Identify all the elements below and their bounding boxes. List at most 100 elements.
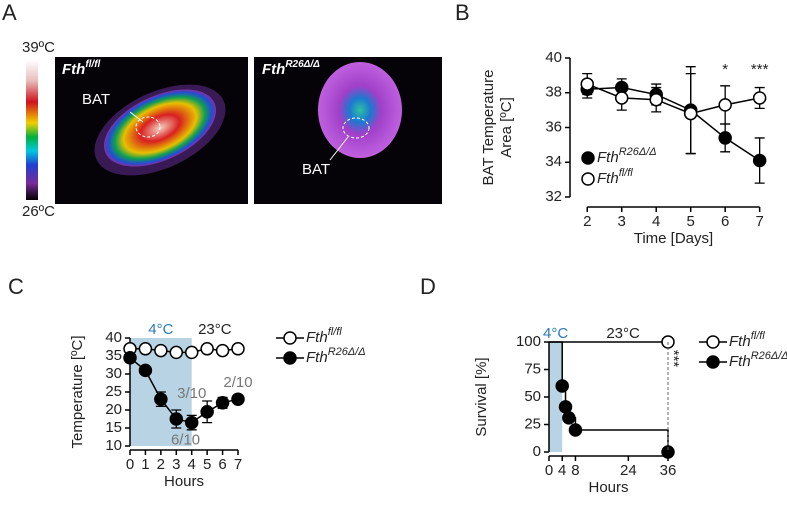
legend-entry: Fthfl/fl bbox=[729, 330, 765, 350]
scale-min: 26ºC bbox=[22, 203, 55, 220]
legend-name: Fth bbox=[597, 170, 619, 187]
marker bbox=[231, 342, 245, 356]
marker bbox=[138, 342, 153, 356]
region-label: BAT bbox=[82, 91, 110, 108]
annotation: 2/10 bbox=[223, 374, 252, 391]
marker bbox=[558, 400, 573, 414]
y-tick-label: 35 bbox=[105, 347, 122, 364]
marker bbox=[138, 363, 153, 378]
mouse bbox=[318, 62, 402, 158]
panel-label: A bbox=[2, 0, 17, 25]
marker bbox=[123, 351, 137, 365]
x-axis-label: Hours bbox=[164, 473, 204, 490]
legend-marker bbox=[706, 335, 720, 349]
panel-label: D bbox=[420, 274, 436, 299]
warm-label: 23°C bbox=[606, 325, 640, 342]
marker bbox=[718, 131, 732, 145]
scale-max: 39ºC bbox=[22, 39, 55, 56]
annotation: *** bbox=[665, 350, 682, 368]
pointer bbox=[329, 136, 349, 161]
legend-sup: R26Δ/Δ bbox=[328, 346, 366, 358]
y-tick-label: 10 bbox=[105, 437, 122, 454]
genotype-sup: fl/fl bbox=[85, 59, 100, 70]
marker bbox=[184, 415, 199, 430]
x-tick-label: 6 bbox=[218, 456, 226, 473]
x-tick-label: 5 bbox=[687, 213, 695, 230]
marker bbox=[231, 392, 245, 406]
y-tick-label: 34 bbox=[545, 153, 562, 170]
y-tick-label: 40 bbox=[545, 49, 562, 66]
legend-entry: FthR26Δ/Δ bbox=[729, 350, 787, 370]
marker bbox=[580, 77, 594, 91]
marker bbox=[614, 91, 629, 105]
annotation: 3/10 bbox=[177, 385, 206, 402]
x-tick-label: 8 bbox=[571, 462, 579, 479]
y-tick-label: 100 bbox=[516, 333, 541, 350]
annotation: * bbox=[722, 61, 728, 78]
x-tick-label: 4 bbox=[652, 213, 660, 230]
legend-marker bbox=[283, 351, 297, 365]
legend-entry: Fthfl/fl bbox=[597, 167, 633, 187]
marker bbox=[184, 345, 199, 360]
x-tick-label: 36 bbox=[660, 462, 677, 479]
genotype: FthR26Δ/Δ bbox=[262, 59, 320, 78]
legend-name: Fth bbox=[306, 349, 328, 366]
cold-label: 4°C bbox=[148, 321, 173, 338]
y-tick-label: 36 bbox=[545, 118, 562, 135]
warm-label: 23°C bbox=[198, 321, 232, 338]
y-tick-label: 50 bbox=[524, 388, 541, 405]
bat-region bbox=[135, 116, 161, 138]
x-tick-label: 4 bbox=[558, 462, 566, 479]
marker bbox=[661, 445, 675, 459]
legend-sup: fl/fl bbox=[328, 326, 343, 338]
marker bbox=[649, 92, 663, 107]
y-tick-label: 38 bbox=[545, 84, 562, 101]
legend-marker bbox=[283, 331, 297, 345]
marker bbox=[752, 91, 767, 105]
y-tick-label: 0 bbox=[533, 443, 541, 460]
series-line bbox=[549, 341, 669, 452]
y-tick-label: 15 bbox=[105, 419, 122, 436]
marker bbox=[752, 153, 767, 168]
marker bbox=[169, 412, 184, 426]
y-tick-label: 75 bbox=[524, 360, 541, 377]
x-tick-label: 2 bbox=[583, 213, 591, 230]
x-tick-label: 0 bbox=[545, 462, 553, 479]
marker bbox=[154, 392, 168, 406]
x-axis-label: Time [Days] bbox=[634, 230, 713, 247]
genotype-sup: R26Δ/Δ bbox=[285, 59, 320, 70]
marker bbox=[555, 379, 569, 393]
legend-name: Fth bbox=[729, 353, 751, 370]
cold-period bbox=[549, 342, 563, 452]
panel-label: B bbox=[455, 0, 470, 25]
marker bbox=[200, 342, 214, 356]
pointer bbox=[129, 111, 144, 123]
legend-marker bbox=[581, 172, 595, 186]
genotype-base: Fth bbox=[62, 61, 85, 78]
x-tick-label: 1 bbox=[141, 456, 149, 473]
x-tick-label: 24 bbox=[620, 462, 637, 479]
x-axis-label: Hours bbox=[588, 479, 628, 496]
annotation: 6/10 bbox=[171, 432, 200, 449]
genotype-base: Fth bbox=[262, 61, 285, 78]
legend-name: Fth bbox=[597, 149, 619, 166]
region-label: BAT bbox=[302, 161, 330, 178]
legend-entry: FthR26Δ/Δ bbox=[597, 146, 657, 166]
legend-entry: FthR26Δ/Δ bbox=[306, 346, 366, 366]
marker bbox=[215, 396, 230, 410]
y-tick-label: 25 bbox=[105, 383, 122, 400]
legend-name: Fth bbox=[306, 329, 328, 346]
marker bbox=[683, 106, 698, 121]
legend-sup: R26Δ/Δ bbox=[751, 350, 787, 362]
marker bbox=[718, 98, 732, 112]
y-tick-label: 32 bbox=[545, 188, 562, 205]
genotype: Fthfl/fl bbox=[62, 59, 101, 78]
y-tick-label: 25 bbox=[524, 415, 541, 432]
panel-label: C bbox=[8, 274, 24, 299]
legend-sup: R26Δ/Δ bbox=[619, 146, 657, 158]
bat-region bbox=[342, 117, 370, 139]
marker bbox=[562, 411, 576, 425]
color-scale bbox=[26, 60, 38, 200]
legend-marker bbox=[581, 151, 595, 165]
legend-marker bbox=[706, 355, 720, 369]
